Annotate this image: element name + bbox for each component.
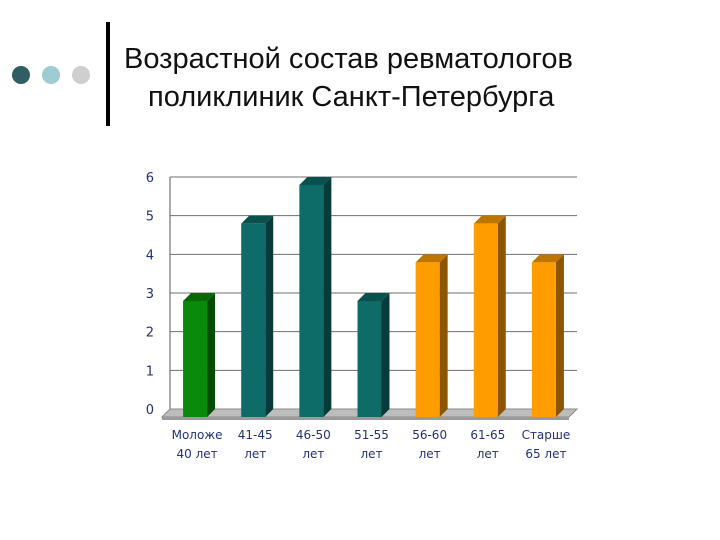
y-tick-label: 2 xyxy=(146,326,154,341)
bar xyxy=(241,223,266,417)
dot-gray xyxy=(72,66,90,84)
bar-top xyxy=(473,215,506,224)
x-tick-label: Моложе xyxy=(172,428,223,442)
bar xyxy=(357,301,382,417)
x-tick-label: лет xyxy=(302,447,324,461)
slide-title: Возрастной состав ревматологов поликлини… xyxy=(124,40,684,116)
title-line-2: поликлиник Санкт-Петербурга xyxy=(148,81,555,113)
x-tick-label: 51-55 xyxy=(354,428,389,442)
bar-side xyxy=(207,293,216,417)
x-tick-label: лет xyxy=(477,447,499,461)
dot-light-blue xyxy=(42,66,60,84)
y-tick-label: 3 xyxy=(146,287,154,302)
decorative-dots xyxy=(12,66,96,86)
y-tick-label: 4 xyxy=(146,248,154,263)
bar xyxy=(531,262,556,417)
y-tick-label: 5 xyxy=(146,210,154,225)
bar xyxy=(473,223,498,417)
bar-side xyxy=(439,254,448,417)
x-tick-label: 41-45 xyxy=(238,428,273,442)
y-tick-label: 6 xyxy=(146,171,154,186)
bar xyxy=(415,262,440,417)
bar-top xyxy=(531,254,564,263)
bar-chart: 0 1 2 3 4 5 6 Моложе 40 лет 41-45 лет 46-50 лет 51-55… xyxy=(146,171,579,461)
bar xyxy=(299,185,324,417)
x-tick-label: 61-65 xyxy=(470,428,505,442)
bar-side xyxy=(497,215,506,417)
bar-top xyxy=(183,293,216,301)
y-tick-label: 1 xyxy=(146,364,154,379)
bar-top xyxy=(357,293,390,301)
title-line-1: Возрастной состав ревматологов xyxy=(124,43,573,75)
bar-side xyxy=(555,254,564,417)
x-tick-label: 65 лет xyxy=(525,447,566,461)
bar-side xyxy=(381,293,390,417)
x-tick-label: 46-50 xyxy=(296,428,331,442)
x-tick-label: лет xyxy=(419,447,441,461)
x-tick-label: Старше xyxy=(522,428,571,442)
bar-side xyxy=(323,177,332,417)
bar xyxy=(183,301,208,417)
dot-dark xyxy=(12,66,30,84)
x-tick-label: 56-60 xyxy=(412,428,447,442)
title-divider xyxy=(106,22,110,126)
x-tick-label: 40 лет xyxy=(177,447,218,461)
bar-top xyxy=(299,177,332,185)
x-tick-label: лет xyxy=(244,447,266,461)
bar-top xyxy=(415,254,448,263)
chart-floor-edge xyxy=(162,417,569,420)
y-tick-label: 0 xyxy=(146,403,154,418)
bar-top xyxy=(241,215,274,224)
bar-side xyxy=(265,215,274,417)
x-tick-label: лет xyxy=(360,447,382,461)
